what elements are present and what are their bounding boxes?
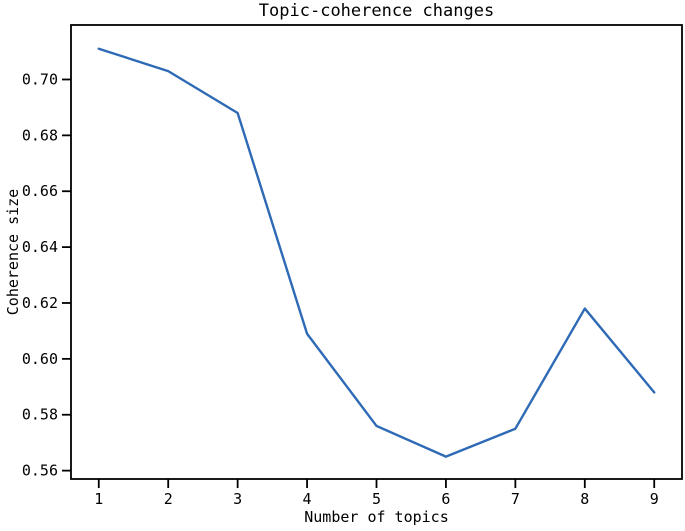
y-tick-label: 0.70 [22,70,58,88]
x-tick-label: 3 [233,490,242,508]
coherence-line [97,47,656,458]
y-tick-label: 0.58 [22,406,58,424]
x-axis-label: Number of topics [304,508,449,526]
y-tick-label: 0.60 [22,350,58,368]
chart-title: Topic-coherence changes [258,1,495,21]
y-tick-label: 0.62 [22,294,58,312]
x-tick-label: 5 [372,490,381,508]
y-tick-label: 0.66 [22,182,58,200]
y-tick-label: 0.64 [22,238,58,256]
x-tick-label: 9 [650,490,659,508]
x-tick-label: 2 [164,490,173,508]
x-tick-label: 4 [303,490,312,508]
y-tick-label: 0.68 [22,126,58,144]
axes-box [70,24,683,480]
x-tick-label: 6 [441,490,450,508]
x-tick-label: 8 [580,490,589,508]
x-tick-label: 1 [94,490,103,508]
x-tick-label: 7 [511,490,520,508]
y-tick-label: 0.56 [22,462,58,480]
